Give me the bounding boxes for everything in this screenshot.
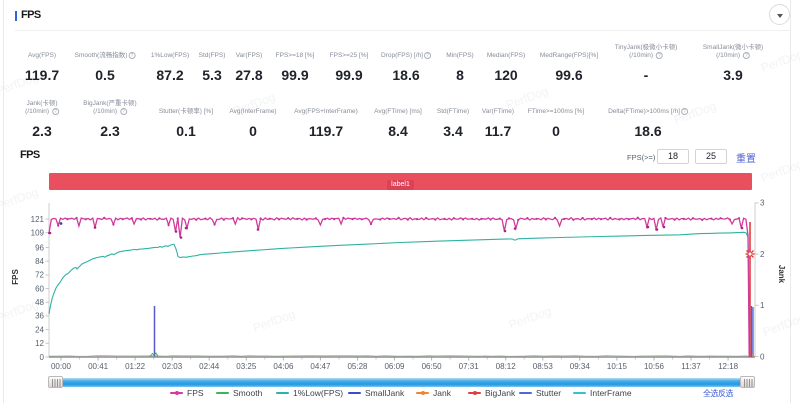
- svg-text:96: 96: [35, 243, 44, 252]
- svg-text:60: 60: [35, 284, 44, 293]
- svg-text:0: 0: [760, 352, 765, 361]
- svg-text:07:31: 07:31: [459, 362, 480, 371]
- svg-text:02:03: 02:03: [162, 362, 183, 371]
- svg-text:109: 109: [31, 229, 45, 238]
- svg-text:3: 3: [760, 199, 765, 208]
- svg-text:36: 36: [35, 312, 44, 321]
- svg-text:11:37: 11:37: [681, 362, 701, 371]
- svg-text:04:06: 04:06: [273, 362, 294, 371]
- svg-text:00:41: 00:41: [88, 362, 109, 371]
- svg-text:09:34: 09:34: [570, 362, 591, 371]
- svg-text:121: 121: [31, 215, 45, 224]
- svg-text:FPS: FPS: [11, 269, 20, 285]
- svg-text:2: 2: [760, 250, 765, 259]
- svg-text:12:18: 12:18: [718, 362, 739, 371]
- svg-text:48: 48: [35, 298, 44, 307]
- svg-text:0: 0: [40, 353, 45, 362]
- svg-text:10:56: 10:56: [644, 362, 665, 371]
- svg-text:01:22: 01:22: [125, 362, 146, 371]
- svg-text:08:53: 08:53: [533, 362, 554, 371]
- svg-text:04:47: 04:47: [310, 362, 331, 371]
- svg-text:72: 72: [35, 271, 44, 280]
- svg-text:00:00: 00:00: [51, 362, 72, 371]
- svg-text:06:50: 06:50: [422, 362, 443, 371]
- svg-text:06:09: 06:09: [384, 362, 405, 371]
- svg-text:84: 84: [35, 257, 44, 266]
- svg-text:03:25: 03:25: [236, 362, 257, 371]
- svg-text:12: 12: [35, 339, 44, 348]
- svg-text:05:28: 05:28: [347, 362, 368, 371]
- svg-text:10:15: 10:15: [607, 362, 628, 371]
- svg-text:02:44: 02:44: [199, 362, 220, 371]
- svg-text:08:12: 08:12: [496, 362, 517, 371]
- svg-text:24: 24: [35, 325, 44, 334]
- svg-text:Jank: Jank: [777, 265, 786, 284]
- svg-text:1: 1: [760, 301, 765, 310]
